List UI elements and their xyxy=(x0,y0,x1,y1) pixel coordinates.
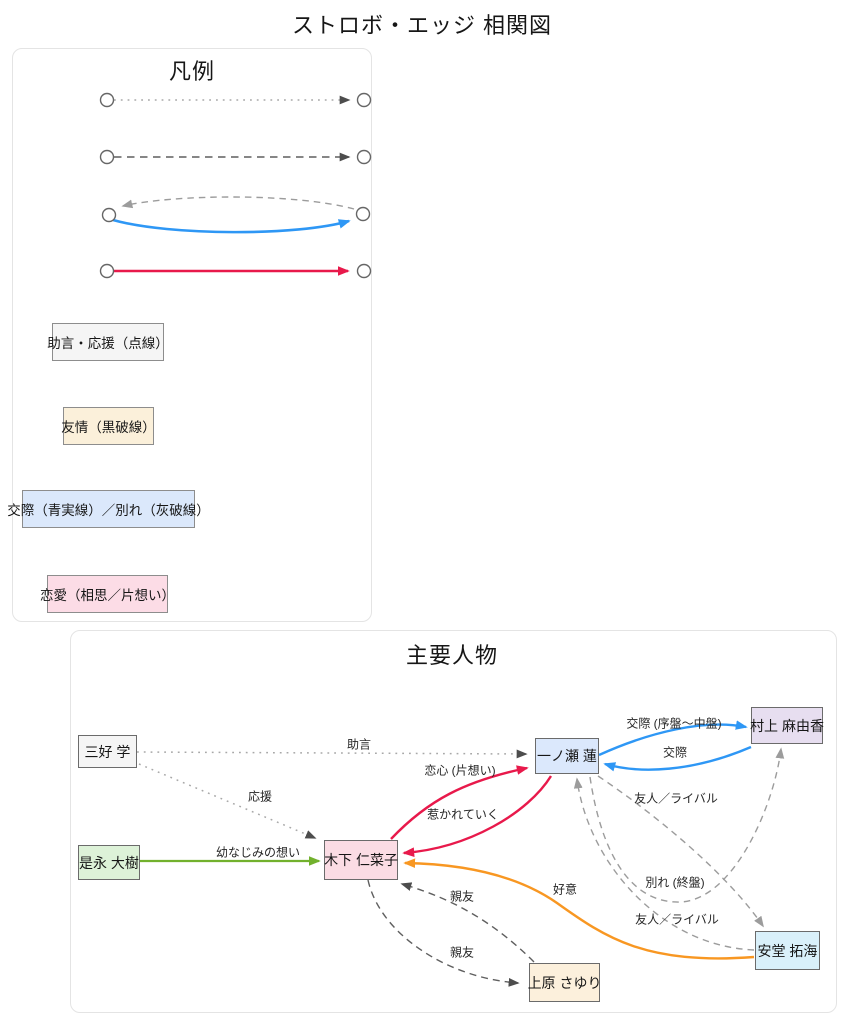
edge-label-drawn-to: 惹かれていく xyxy=(427,807,499,822)
node-miyoshi-manabu: 三好 学 xyxy=(78,735,137,768)
edge-onesided-love xyxy=(390,765,529,840)
edge-label-affection: 好意 xyxy=(552,882,578,897)
edge-label-best-friend-upper: 親友 xyxy=(449,889,475,904)
main-title: 主要人物 xyxy=(405,643,499,668)
legend-item-dating-breakup: 交際（青実線）／別れ（灰破線） xyxy=(7,490,210,528)
edge-label-dating: 交際 xyxy=(662,745,688,760)
edge-label-advice: 助言 xyxy=(346,737,372,752)
edge-support xyxy=(138,763,317,839)
edge-advice xyxy=(136,749,528,759)
edge-drawn-to xyxy=(402,775,553,857)
edge-friend-rival-lower xyxy=(573,777,755,951)
edge-breakup-late xyxy=(589,747,785,903)
edge-best-friend-lower xyxy=(367,879,520,987)
node-kinoshita-ninako: 木下 仁菜子 xyxy=(324,840,398,880)
edge-affection xyxy=(403,858,755,960)
edge-dating-return xyxy=(603,745,752,772)
edge-label-friend-rival-upper: 友人／ライバル xyxy=(634,791,718,806)
edge-friend-rival-upper xyxy=(597,775,764,928)
edge-label-friend-rival-lower: 友人／ライバル xyxy=(635,912,719,927)
node-ichinose-ren: 一ノ瀬 蓮 xyxy=(535,738,599,774)
legend-breakup-arc xyxy=(121,196,355,210)
node-korenaga-daiki: 是永 大樹 xyxy=(78,845,140,880)
legend-endpoint-circles xyxy=(99,92,372,279)
legend-item-friendship: 友情（黒破線） xyxy=(61,407,156,445)
edge-label-support: 応援 xyxy=(247,789,273,804)
node-uehara-sayuri: 上原 さゆり xyxy=(528,963,601,1002)
legend-title: 凡例 xyxy=(168,59,216,84)
edge-label-best-friend-lower: 親友 xyxy=(449,945,475,960)
legend-item-advice-support: 助言・応援（点線） xyxy=(47,323,169,361)
node-murakami-mayuka: 村上 麻由香 xyxy=(750,707,824,744)
legend-dating-arc xyxy=(112,218,351,234)
edge-label-breakup-late: 別れ (終盤) xyxy=(645,875,705,890)
legend-item-love: 恋愛（相思／片想い） xyxy=(40,575,175,613)
node-ando-takumi: 安堂 拓海 xyxy=(755,931,820,970)
edge-best-friend-upper xyxy=(400,882,535,963)
main-characters-panel xyxy=(70,630,837,1013)
page-title: ストロボ・エッジ 相関図 xyxy=(291,13,553,38)
edge-label-onesided-love: 恋心 (片想い) xyxy=(424,763,496,778)
edge-label-dating-early-mid: 交際 (序盤～中盤) xyxy=(626,716,722,731)
edge-dating-early-mid xyxy=(598,720,748,757)
edge-label-childhood-feelings: 幼なじみの想い xyxy=(215,845,301,860)
